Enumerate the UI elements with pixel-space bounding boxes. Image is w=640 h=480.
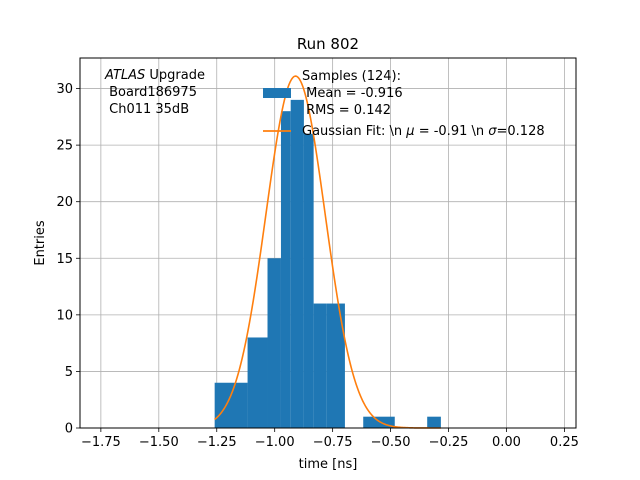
x-tick-label: −1.00 xyxy=(255,435,295,450)
y-tick-label: 20 xyxy=(56,195,73,210)
histogram-bars xyxy=(214,99,441,429)
legend-fit-mu-symbol: μ xyxy=(405,124,414,139)
y-tick-label: 5 xyxy=(65,365,73,380)
annotation-line-2: Board186975 xyxy=(105,85,197,100)
histogram-bar xyxy=(214,382,248,428)
x-tick-label: −0.50 xyxy=(371,435,411,450)
legend-fit-label: Gaussian Fit: \n μ = -0.91 \n σ=0.128 xyxy=(302,124,545,139)
atlas-annotation: ATLAS Upgrade Board186975 Ch011 35dB xyxy=(104,68,205,117)
histogram-bar xyxy=(290,99,304,428)
legend-fit-sigma-symbol: σ xyxy=(488,124,497,139)
y-axis-label: Entries xyxy=(33,220,48,266)
y-tick-label: 30 xyxy=(56,82,73,97)
chart-title: Run 802 xyxy=(297,35,359,53)
x-tick-label: 0.00 xyxy=(492,435,521,450)
legend-histogram-line-2: Mean = -0.916 xyxy=(302,86,403,101)
histogram-bar xyxy=(363,416,383,428)
y-tick-label: 0 xyxy=(65,422,73,437)
legend-fit-mu-value: = -0.91 \n xyxy=(415,124,489,139)
x-axis-label: time [ns] xyxy=(299,457,358,472)
x-tick-label: −0.25 xyxy=(429,435,469,450)
legend-histogram-swatch xyxy=(263,88,291,98)
x-tick-label: −0.75 xyxy=(313,435,353,450)
legend-histogram-line-1: Samples (124): xyxy=(302,69,401,84)
x-tick-label: −1.50 xyxy=(139,435,179,450)
histogram-bar xyxy=(326,303,345,428)
legend-fit-sigma-value: =0.128 xyxy=(497,124,545,139)
legend: Samples (124): Mean = -0.916 RMS = 0.142… xyxy=(263,69,545,139)
plot-frame xyxy=(79,57,577,429)
annotation-upgrade: Upgrade xyxy=(145,68,205,83)
y-tick-label: 15 xyxy=(56,252,73,267)
x-tick-label: −1.75 xyxy=(81,435,121,450)
y-tick-label: 10 xyxy=(56,308,73,323)
histogram-bar xyxy=(303,133,314,428)
legend-fit-prefix: Gaussian Fit: \n xyxy=(302,124,406,139)
annotation-line-1: ATLAS Upgrade xyxy=(104,68,205,83)
x-axis-ticks: −1.75 −1.50 −1.25 −1.00 −0.75 −0.50 −0.25 0.00 0… xyxy=(81,428,579,450)
histogram-bar xyxy=(247,337,268,428)
histogram-bar xyxy=(382,416,395,428)
histogram-bar xyxy=(280,111,291,429)
y-tick-label: 25 xyxy=(56,139,73,154)
y-axis-ticks: 0 5 10 15 20 25 30 xyxy=(56,82,80,437)
annotation-line-3: Ch011 35dB xyxy=(105,102,189,117)
x-tick-label: 0.25 xyxy=(550,435,579,450)
legend-histogram-line-3: RMS = 0.142 xyxy=(302,103,391,118)
histogram-bar xyxy=(427,416,441,428)
histogram-bar xyxy=(267,258,281,428)
histogram-bar xyxy=(313,303,327,428)
annotation-atlas: ATLAS xyxy=(104,68,145,83)
x-tick-label: −1.25 xyxy=(197,435,237,450)
